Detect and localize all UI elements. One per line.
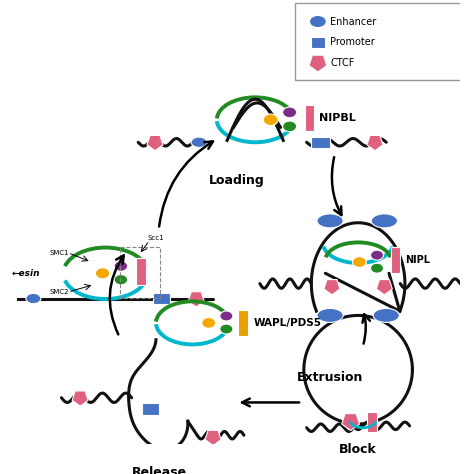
Text: ←esin: ←esin bbox=[12, 269, 40, 278]
Bar bbox=[153, 293, 170, 304]
Polygon shape bbox=[342, 414, 360, 430]
Ellipse shape bbox=[202, 318, 216, 328]
Ellipse shape bbox=[283, 107, 297, 118]
Ellipse shape bbox=[371, 250, 383, 260]
Text: Release: Release bbox=[132, 466, 187, 474]
Polygon shape bbox=[205, 430, 221, 446]
Polygon shape bbox=[147, 136, 163, 151]
Text: CTCF: CTCF bbox=[330, 58, 355, 68]
Ellipse shape bbox=[114, 274, 128, 285]
Ellipse shape bbox=[220, 311, 233, 321]
Ellipse shape bbox=[191, 137, 207, 147]
Ellipse shape bbox=[26, 293, 41, 304]
Text: SMC2: SMC2 bbox=[49, 289, 69, 295]
Bar bbox=[391, 247, 400, 273]
Polygon shape bbox=[324, 280, 340, 295]
Text: WAPL/PDS5: WAPL/PDS5 bbox=[253, 318, 321, 328]
Text: Scc1: Scc1 bbox=[147, 235, 164, 241]
Ellipse shape bbox=[353, 257, 366, 267]
Text: Extrusion: Extrusion bbox=[297, 371, 363, 383]
Polygon shape bbox=[309, 55, 327, 72]
Ellipse shape bbox=[373, 309, 399, 322]
Ellipse shape bbox=[283, 121, 297, 132]
Text: NIPL: NIPL bbox=[405, 255, 430, 265]
Ellipse shape bbox=[371, 214, 397, 228]
Ellipse shape bbox=[371, 263, 383, 273]
Bar bbox=[305, 105, 314, 131]
Ellipse shape bbox=[114, 261, 128, 271]
Ellipse shape bbox=[220, 324, 233, 334]
Ellipse shape bbox=[317, 309, 343, 322]
Polygon shape bbox=[72, 391, 88, 406]
Polygon shape bbox=[376, 280, 392, 295]
Bar bbox=[137, 258, 146, 284]
Bar bbox=[238, 310, 248, 336]
FancyBboxPatch shape bbox=[295, 3, 462, 80]
Polygon shape bbox=[367, 136, 383, 151]
Ellipse shape bbox=[263, 114, 278, 126]
Text: Loading: Loading bbox=[209, 174, 264, 187]
Text: NIPBL: NIPBL bbox=[319, 113, 356, 123]
Bar bbox=[311, 36, 325, 48]
Bar bbox=[367, 412, 377, 432]
Bar bbox=[311, 137, 330, 148]
Ellipse shape bbox=[95, 268, 110, 279]
Text: Promoter: Promoter bbox=[330, 37, 375, 47]
Bar bbox=[142, 403, 159, 415]
Text: Block: Block bbox=[339, 443, 377, 456]
Text: Enhancer: Enhancer bbox=[330, 17, 376, 27]
Ellipse shape bbox=[317, 214, 343, 228]
Text: SMC1: SMC1 bbox=[49, 250, 69, 255]
Polygon shape bbox=[188, 292, 204, 307]
Ellipse shape bbox=[310, 16, 326, 27]
